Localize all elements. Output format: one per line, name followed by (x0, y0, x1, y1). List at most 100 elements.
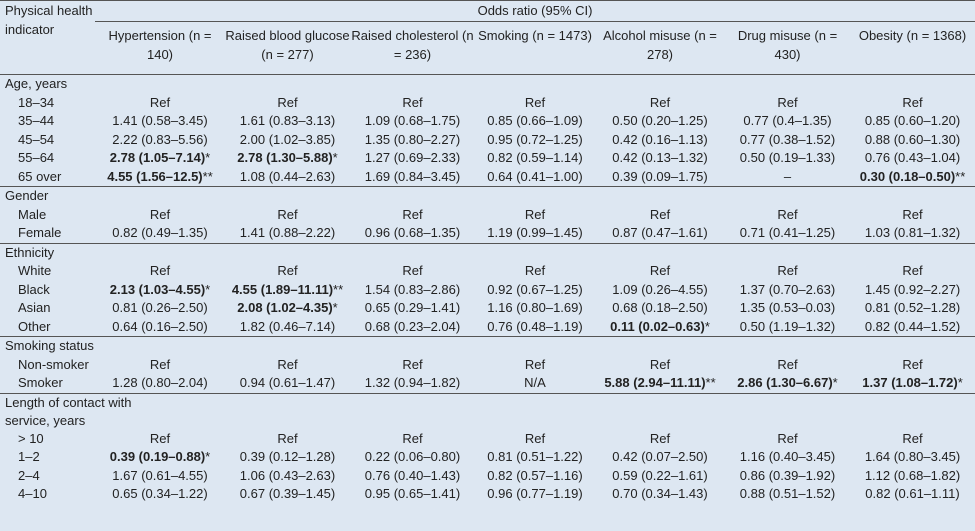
data-row: 65 over 4.55 (1.56–12.5)** 1.08 (0.44–2.63… (0, 168, 975, 187)
odds-ratio: 0.42 (0.13–1.32) (612, 150, 708, 166)
odds-ratio: 4.55 (1.56–12.5)** (95, 168, 225, 187)
section: Length of contact with service, years > 1… (0, 393, 975, 504)
odds-ratio: 0.64 (0.16–2.50) (112, 318, 208, 334)
odds-ratio: Ref (149, 94, 171, 110)
odds-ratio: Ref (649, 356, 671, 372)
odds-ratio: 0.88 (0.60–1.30) (864, 131, 961, 147)
odds-ratio: 1.16 (0.80–1.69) (487, 300, 583, 316)
section-title-cell: Gender (0, 187, 975, 206)
column-n: (n = 430) (774, 28, 838, 62)
odds-ratio: 0.68 (0.18–2.50) (612, 300, 708, 316)
data-row: 1–2 0.39 (0.19–0.88)* 0.39 (0.12–1.28) 0.22… (0, 448, 975, 467)
section: Gender Male Ref Ref Ref Ref Ref Ref Ref Female 0.8… (0, 186, 975, 244)
column-name: Alcohol misuse (603, 28, 691, 43)
odds-ratio: 0.76 (0.43–1.04) (864, 150, 961, 166)
odds-ratio: Ref (277, 94, 298, 110)
significant-value: 0.39 (0.19–0.88) (109, 449, 206, 465)
row-label: 65 over (18, 168, 62, 184)
odds-ratio: 0.42 (0.16–1.13) (612, 131, 708, 147)
significance-mark: * (957, 375, 963, 391)
column-n: (n = 1368) (906, 28, 967, 43)
odds-ratio: 0.96 (0.68–1.35) (364, 225, 461, 241)
odds-ratio: 1.37 (0.70–2.63) (739, 281, 836, 297)
row-label: Female (18, 225, 62, 241)
odds-ratio: Ref (277, 206, 298, 222)
odds-ratio: Ref (524, 206, 546, 222)
odds-ratio: 0.82 (0.59–1.14) (487, 150, 583, 166)
row-label: Male (18, 206, 47, 222)
odds-ratio: 0.39 (0.19–0.88)* (95, 448, 225, 467)
significance-mark: * (205, 281, 211, 297)
odds-ratio: 0.82 (0.57–1.16) (487, 467, 583, 483)
column-n: (n = 278) (646, 28, 717, 62)
odds-ratio: 0.11 (0.02–0.63)* (595, 318, 725, 337)
odds-ratio: Ref (524, 356, 546, 372)
odds-ratio: 1.27 (0.69–2.33) (364, 150, 461, 166)
column-name: Drug misuse (737, 28, 811, 43)
column-header: Alcohol misuse (n = 278) (595, 22, 725, 75)
odds-ratio: Ref (902, 263, 923, 279)
header-row: Hypertension (n = 140) Raised blood gluco… (0, 22, 975, 75)
section-title: Length of contact with service, years (5, 394, 132, 428)
data-row: 4–10 0.65 (0.34–1.22) 0.67 (0.39–1.45) 0.95… (0, 485, 975, 504)
odds-ratio: Ref (902, 430, 923, 446)
odds-ratio: 0.81 (0.26–2.50) (112, 300, 208, 316)
odds-ratio: 0.95 (0.72–1.25) (487, 131, 583, 147)
section-title-cell: Ethnicity (0, 243, 975, 262)
odds-ratio: 2.86 (1.30–6.67)* (725, 374, 850, 393)
significant-value: 2.78 (1.05–7.14) (109, 150, 206, 166)
odds-ratio: Ref (149, 356, 171, 372)
odds-ratio: 2.78 (1.05–7.14)* (95, 149, 225, 168)
odds-ratio-table: Physical health indicator Odds ratio (95… (0, 0, 975, 504)
odds-ratio: Ref (777, 356, 798, 372)
odds-ratio: 0.67 (0.39–1.45) (239, 486, 336, 502)
significant-value: 2.13 (1.03–4.55) (109, 281, 206, 297)
significant-value: 4.55 (1.89–11.11) (231, 281, 334, 297)
data-row: Female 0.82 (0.49–1.35) 1.41 (0.88–2.22) 0.… (0, 224, 975, 243)
row-label: 1–2 (18, 449, 40, 465)
odds-ratio: 0.85 (0.66–1.09) (487, 113, 583, 129)
odds-ratio: 1.61 (0.83–3.13) (239, 113, 336, 129)
column-header: Raised cholesterol (n = 236) (350, 22, 475, 75)
odds-ratio: 0.77 (0.38–1.52) (739, 131, 836, 147)
odds-ratio: Ref (777, 430, 798, 446)
odds-ratio: 1.19 (0.99–1.45) (487, 225, 583, 241)
odds-ratio: 0.88 (0.51–1.52) (739, 486, 836, 502)
significant-value: 2.78 (1.30–5.88) (237, 150, 333, 166)
row-label: 35–44 (18, 113, 55, 129)
row-label: 2–4 (18, 467, 40, 483)
row-label: 45–54 (18, 131, 55, 147)
odds-ratio: Ref (777, 206, 798, 222)
row-label: Black (18, 281, 50, 297)
odds-ratio: 1.69 (0.84–3.45) (364, 168, 461, 184)
odds-ratio: 0.65 (0.34–1.22) (112, 486, 208, 502)
odds-ratio: 0.77 (0.4–1.35) (743, 113, 832, 129)
data-row: 18–34 Ref Ref Ref Ref Ref Ref Ref (0, 94, 975, 113)
significance-mark: ** (955, 168, 966, 184)
significant-value: 0.30 (0.18–0.50) (859, 168, 956, 184)
odds-ratio: Ref (402, 430, 423, 446)
significance-mark: * (205, 150, 211, 166)
section-title: Age, years (5, 76, 68, 92)
odds-ratio: 0.64 (0.41–1.00) (487, 168, 583, 184)
odds-ratio: 0.82 (0.61–1.11) (865, 486, 960, 502)
section: Age, years 18–34 Ref Ref Ref Ref Ref Ref Ref 35–4… (0, 74, 975, 187)
table-header: Physical health indicator Odds ratio (95… (0, 0, 975, 75)
column-name: Raised blood glucose (225, 28, 350, 43)
row-label: > 10 (18, 430, 44, 446)
section-title-row: Gender (0, 187, 975, 206)
odds-ratio: 0.22 (0.06–0.80) (364, 449, 461, 465)
significant-value: 1.37 (1.08–1.72) (862, 375, 958, 391)
significant-value: 5.88 (2.94–11.11) (604, 375, 706, 391)
section-title-cell: Smoking status (0, 337, 975, 356)
odds-ratio: Ref (524, 263, 546, 279)
data-row: White Ref Ref Ref Ref Ref Ref Ref (0, 262, 975, 281)
odds-ratio: 0.71 (0.41–1.25) (739, 225, 836, 241)
odds-ratio: 0.76 (0.48–1.19) (487, 318, 583, 334)
odds-ratio: 1.03 (0.81–1.32) (864, 225, 961, 241)
odds-ratio: Ref (649, 430, 671, 446)
row-label: Smoker (18, 375, 63, 391)
odds-ratio: 1.37 (1.08–1.72)* (850, 374, 975, 393)
header-row: Physical health indicator Odds ratio (95… (0, 0, 975, 37)
